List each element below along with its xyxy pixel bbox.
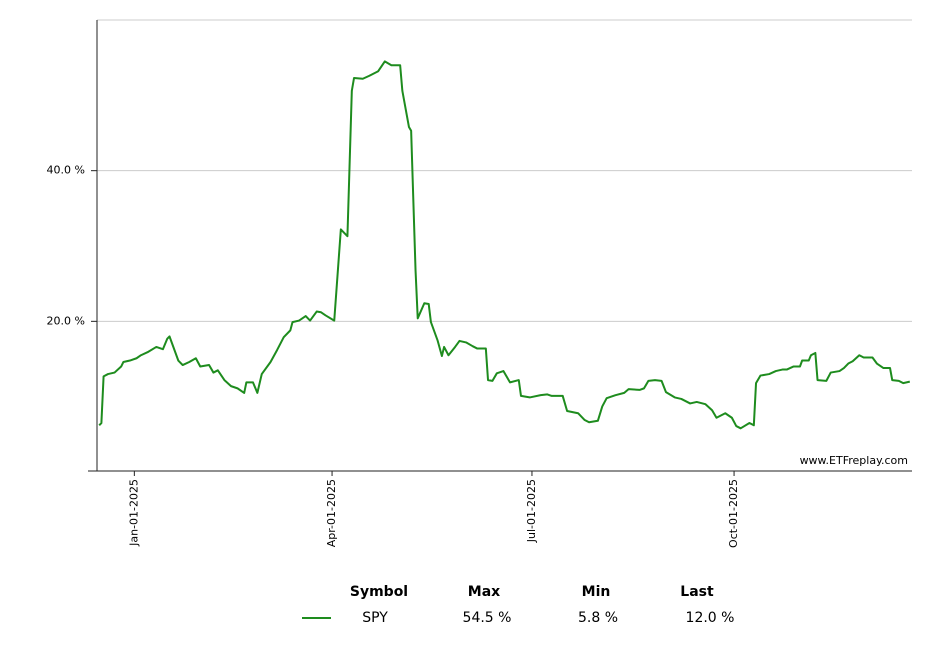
x-tick-label: Jan-01-2025 xyxy=(127,479,140,547)
plot-lines xyxy=(98,60,911,430)
x-tick-label: Apr-01-2025 xyxy=(325,479,338,547)
summary-value: 12.0 % xyxy=(686,610,735,626)
y-tick-label: 40.0 % xyxy=(47,164,85,177)
table-header: Min xyxy=(582,584,611,600)
legend-label: SPY xyxy=(362,610,388,626)
table-header: Last xyxy=(680,584,714,600)
series-line xyxy=(98,60,911,430)
summary-value: 54.5 % xyxy=(463,610,512,626)
summary-value: 5.8 % xyxy=(578,610,618,626)
x-tick-label: Jul-01-2025 xyxy=(525,479,538,543)
summary-table: Symbol Max Min Last SPY 54.5 % 5.8 % 12.0 % xyxy=(302,584,734,626)
table-header: Symbol xyxy=(350,584,408,600)
table-header: Max xyxy=(468,584,500,600)
y-tick-label: 20.0 % xyxy=(47,314,85,327)
x-tick-label: Oct-01-2025 xyxy=(727,479,740,548)
watermark: www.ETFreplay.com xyxy=(800,454,908,467)
grid xyxy=(97,170,912,322)
